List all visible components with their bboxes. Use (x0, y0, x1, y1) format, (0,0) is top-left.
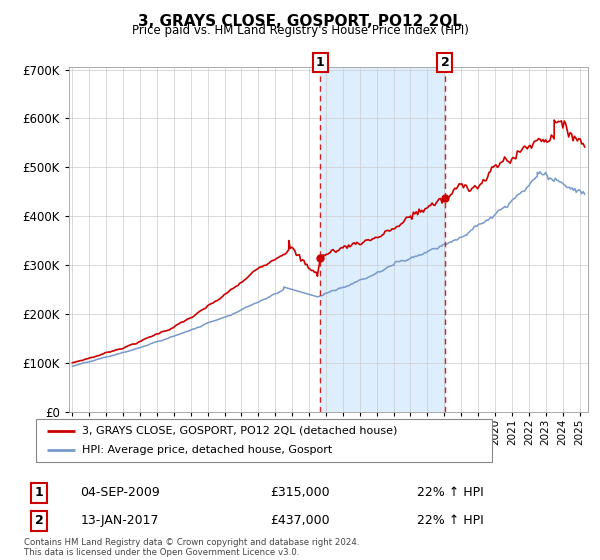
Text: Price paid vs. HM Land Registry's House Price Index (HPI): Price paid vs. HM Land Registry's House … (131, 24, 469, 37)
Text: 1: 1 (35, 486, 43, 500)
Text: HPI: Average price, detached house, Gosport: HPI: Average price, detached house, Gosp… (82, 445, 332, 455)
Text: 22% ↑ HPI: 22% ↑ HPI (416, 486, 484, 500)
Text: £437,000: £437,000 (270, 514, 330, 528)
Text: 3, GRAYS CLOSE, GOSPORT, PO12 2QL: 3, GRAYS CLOSE, GOSPORT, PO12 2QL (138, 14, 462, 29)
Text: 22% ↑ HPI: 22% ↑ HPI (416, 514, 484, 528)
Text: £315,000: £315,000 (270, 486, 330, 500)
Text: 1: 1 (316, 55, 325, 69)
Text: Contains HM Land Registry data © Crown copyright and database right 2024.
This d: Contains HM Land Registry data © Crown c… (24, 538, 359, 557)
Text: 2: 2 (440, 55, 449, 69)
Text: 2: 2 (35, 514, 43, 528)
Bar (320, 67, 445, 412)
Text: 3, GRAYS CLOSE, GOSPORT, PO12 2QL (detached house): 3, GRAYS CLOSE, GOSPORT, PO12 2QL (detac… (82, 426, 397, 436)
Text: 13-JAN-2017: 13-JAN-2017 (81, 514, 159, 528)
FancyBboxPatch shape (36, 419, 492, 462)
Text: 04-SEP-2009: 04-SEP-2009 (80, 486, 160, 500)
